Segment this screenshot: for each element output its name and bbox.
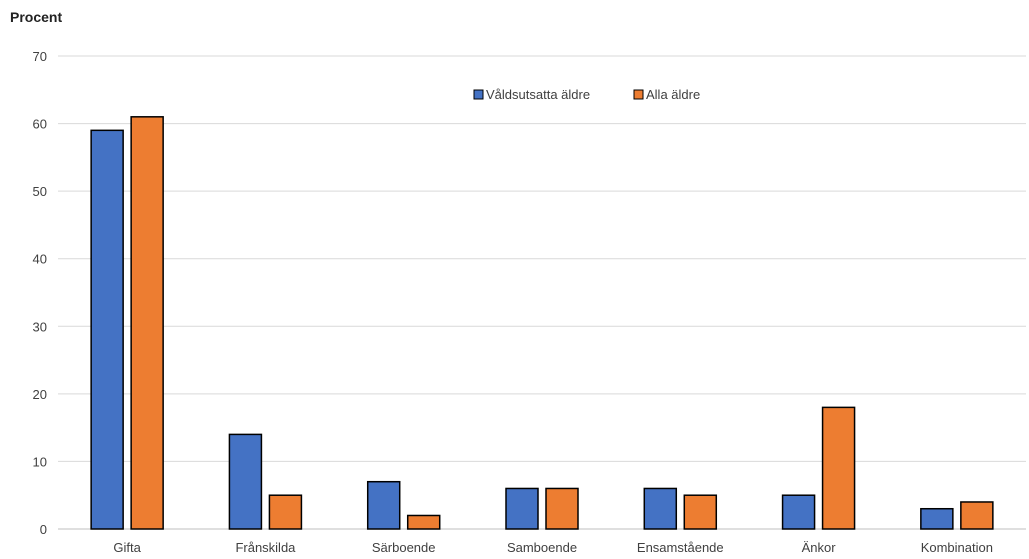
x-tick-label: Gifta: [113, 540, 141, 555]
bar-valdsutsatta-3: [505, 487, 539, 530]
bar-alla-1: [268, 494, 303, 530]
legend-swatch-alla: [633, 89, 644, 100]
y-tick-label: 0: [40, 522, 47, 537]
y-tick-label: 40: [33, 252, 47, 267]
legend: Våldsutsatta äldre Alla äldre: [473, 87, 700, 102]
y-tick-label: 20: [33, 387, 47, 402]
legend-swatch-valdsutsatta: [473, 89, 484, 100]
y-tick-label: 10: [33, 454, 47, 469]
bar-alla-0: [130, 116, 164, 530]
bar-alla-5: [821, 406, 856, 530]
x-tick-label: Ensamstående: [637, 540, 724, 555]
x-tick-label: Särboende: [372, 540, 436, 555]
y-axis-label: Procent: [10, 9, 62, 25]
legend-label-alla: Alla äldre: [646, 87, 700, 102]
bar-valdsutsatta-4: [643, 487, 678, 530]
gridlines: [58, 55, 1026, 530]
x-tick-label: Änkor: [802, 540, 837, 555]
bar-valdsutsatta-0: [90, 129, 124, 530]
bar-valdsutsatta-5: [781, 494, 816, 530]
y-tick-label: 50: [33, 184, 47, 199]
y-tick-label: 30: [33, 319, 47, 334]
bar-alla-3: [545, 487, 579, 530]
x-tick-label: Samboende: [507, 540, 577, 555]
bar-valdsutsatta-6: [920, 507, 954, 530]
x-tick-label: Frånskilda: [235, 540, 296, 555]
bar-alla-6: [960, 501, 994, 530]
y-axis-ticks: 0 10 20 30 40 50 60 70: [33, 49, 47, 537]
x-tick-label: Kombination: [921, 540, 993, 555]
bars: [90, 116, 994, 530]
bar-valdsutsatta-1: [228, 433, 263, 530]
x-axis-ticks: Gifta Frånskilda Särboende Samboende Ensamst…: [113, 540, 993, 555]
bar-valdsutsatta-2: [366, 480, 401, 530]
bar-alla-4: [683, 494, 718, 530]
y-tick-label: 70: [33, 49, 47, 64]
legend-label-valdsutsatta: Våldsutsatta äldre: [486, 87, 590, 102]
bar-alla-2: [406, 514, 441, 530]
y-tick-label: 60: [33, 117, 47, 132]
